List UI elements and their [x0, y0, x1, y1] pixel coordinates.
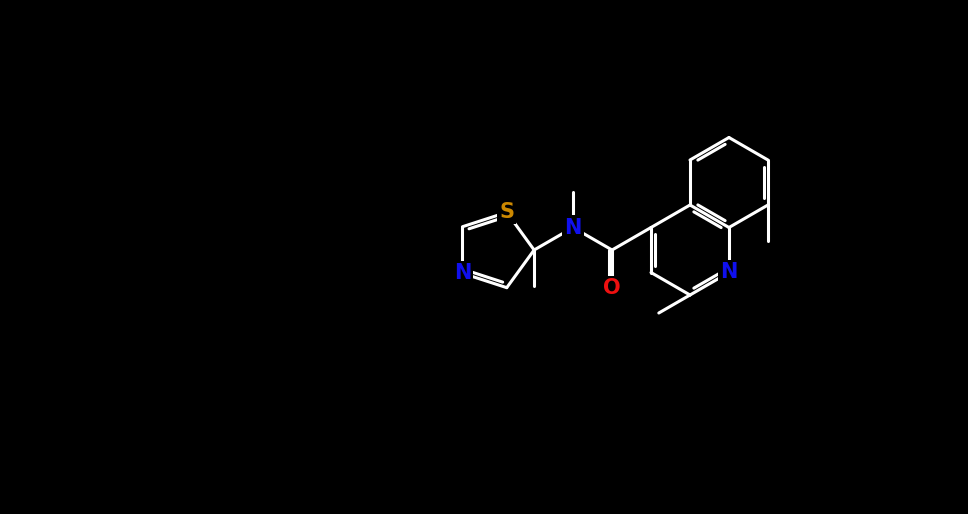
Text: O: O: [603, 278, 620, 298]
Text: N: N: [720, 263, 738, 283]
Text: N: N: [454, 263, 471, 283]
Text: N: N: [564, 217, 582, 237]
Text: S: S: [499, 203, 514, 223]
